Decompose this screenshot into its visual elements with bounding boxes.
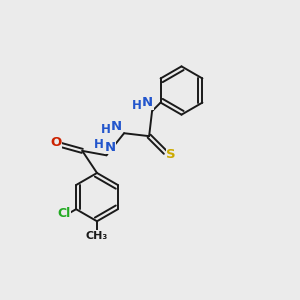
Text: S: S [167, 148, 176, 161]
Text: CH₃: CH₃ [86, 231, 108, 241]
Text: H: H [94, 138, 104, 151]
Text: N: N [110, 120, 122, 133]
Text: N: N [142, 96, 153, 110]
Text: H: H [101, 123, 111, 136]
Text: H: H [132, 99, 142, 112]
Text: N: N [104, 141, 116, 154]
Text: O: O [50, 136, 61, 149]
Text: Cl: Cl [58, 207, 71, 220]
